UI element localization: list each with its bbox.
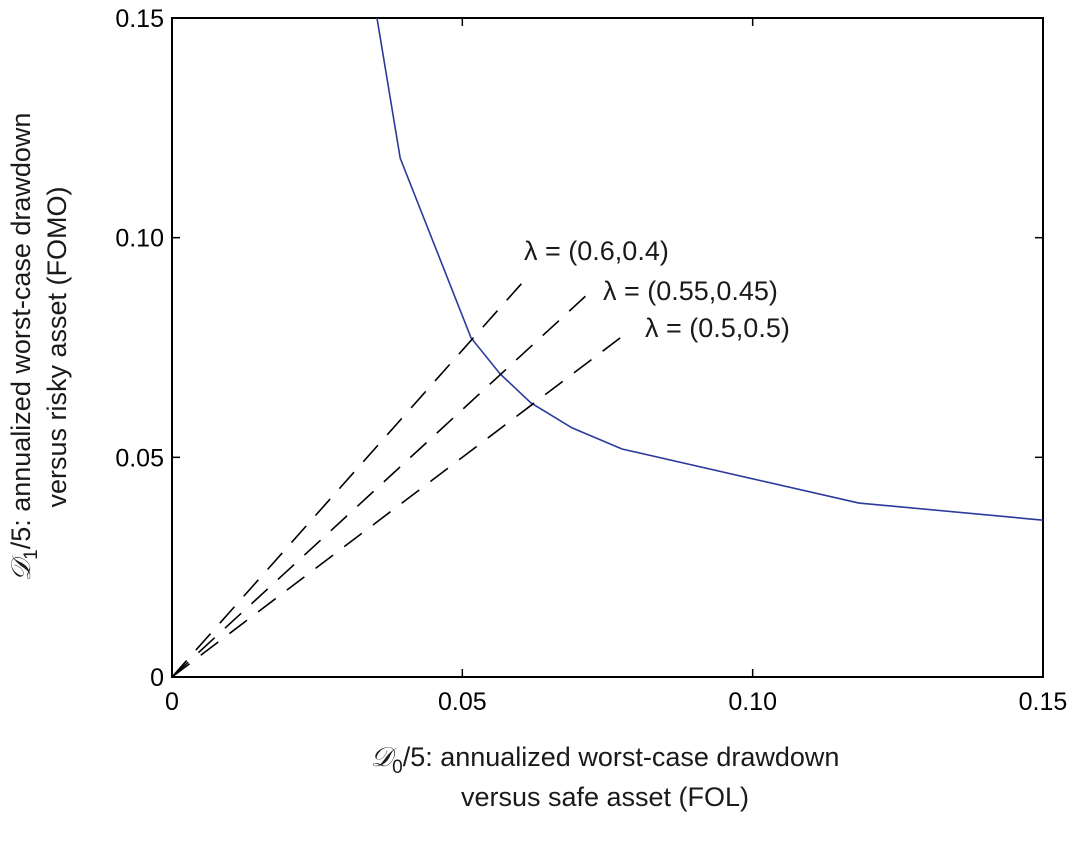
- x-tick-label: 0.15: [1019, 688, 1068, 716]
- dashed-line-1: [171, 282, 523, 678]
- y-tick-label: 0.15: [115, 5, 164, 33]
- annotation-lambda-2: λ = (0.55,0.45): [603, 276, 778, 306]
- frontier-curve: [376, 17, 1044, 521]
- x-tick-label: 0: [165, 688, 179, 716]
- annotation-lambda-1: λ = (0.6,0.4): [524, 236, 669, 266]
- y-axis-label: 𝒟1/5: annualized worst-case drawdown: [6, 113, 42, 582]
- x-axis-label-line2: versus safe asset (FOL): [461, 782, 749, 812]
- dashed-line-3: [171, 329, 632, 678]
- x-tick-label: 0.05: [438, 688, 487, 716]
- y-axis-label-line2: versus risky asset (FOMO): [42, 186, 72, 507]
- y-tick-label: 0: [150, 664, 164, 692]
- y-tick-label: 0.05: [115, 444, 164, 472]
- dashed-line-2: [171, 292, 590, 678]
- x-axis-label: 𝒟0/5: annualized worst-case drawdown: [371, 742, 840, 778]
- annotation-lambda-3: λ = (0.5,0.5): [645, 313, 790, 343]
- y-tick-label: 0.10: [115, 225, 164, 253]
- x-tick-label: 0.10: [728, 688, 777, 716]
